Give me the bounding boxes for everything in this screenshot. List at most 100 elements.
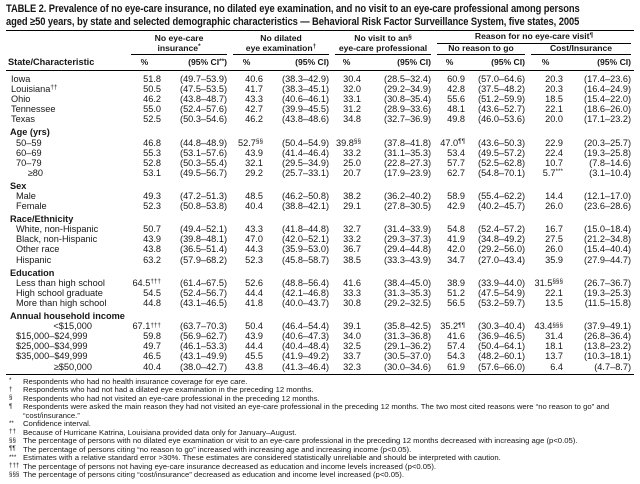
ci-cell: (50.3–55.4)	[180, 157, 228, 168]
ci-cell: (49.7–53.9)	[180, 73, 228, 84]
ci-cell: (38.0–42.7)	[162, 361, 231, 375]
ci-cell: (39.8–48.1)	[180, 234, 228, 245]
percent-cell: 49.3	[143, 191, 161, 201]
percent-cell: 59.8	[143, 331, 161, 342]
section-label: Annual household income	[10, 311, 125, 322]
column-header-ci: (95% CI)	[466, 55, 529, 71]
ci-cell: (10.3–18.1)	[584, 351, 632, 362]
footnote-symbol: †††	[9, 462, 20, 470]
ci-cell: (38.3–45.1)	[282, 84, 330, 95]
section-label: Age (yrs)	[10, 127, 50, 138]
ci-cell: (27.0–43.4)	[478, 254, 526, 265]
ci-cell: (54.8–70.1)	[478, 167, 526, 178]
ci-cell: (29.2–56.0)	[478, 244, 526, 255]
footnote-symbol: *	[9, 377, 12, 385]
percent-cell: 33.1	[343, 94, 362, 105]
ci-cell: (31.1–35.3)	[384, 147, 432, 158]
footnote-symbol: §	[9, 394, 13, 402]
footnotes: * Respondents who had no health insurance…	[6, 377, 636, 480]
percent-cell: 50.7	[143, 224, 161, 235]
percent-cell: 13.7	[545, 351, 564, 362]
ci-cell: (15.0–18.4)	[584, 224, 632, 235]
percent-cell: 46.2	[245, 114, 264, 125]
table-row: Female 52.3 (50.8–53.8) 40.4 (38.8–42.1) 29.1…	[6, 201, 634, 211]
percent-cell: 31.5§§§	[534, 277, 564, 288]
percent-cell: 20.7	[343, 167, 362, 178]
percent-cell: 32.5	[343, 341, 362, 352]
percent-cell: 38.2	[343, 191, 362, 201]
ci-cell: (49.5–57.2)	[478, 147, 526, 158]
group-label: No dilated	[260, 33, 302, 44]
ci-cell: (35.9–53.0)	[282, 244, 330, 255]
table-row: 60–69 55.3 (53.1–57.6) 43.9 (41.4–46.4) 33.2 (…	[6, 148, 634, 158]
table-row: White, non-Hispanic 50.7 (49.4–52.1) 43.3 (4…	[6, 224, 634, 234]
ci-cell: (15.4–40.4)	[584, 244, 632, 255]
column-header-ci: (95% CI**)	[162, 55, 231, 71]
table-row: Other race 43.8 (36.5–51.4) 44.3 (35.9–53.0)…	[6, 244, 634, 254]
table-row: ≥80 53.1 (49.5–56.7) 29.2 (25.7–33.1) 20.7 (17…	[6, 168, 634, 178]
percent-cell: 34.7	[447, 254, 466, 265]
percent-cell: 32.0	[343, 84, 362, 95]
ci-cell: (39.9–45.5)	[282, 104, 330, 115]
percent-cell: 25.0	[343, 157, 362, 168]
ci-cell: (30.8–35.4)	[384, 94, 432, 105]
ci-cell: (12.1–17.0)	[584, 191, 632, 201]
percent-cell: 22.4	[545, 147, 564, 158]
row-label: <$15,000	[6, 321, 128, 331]
table-row: 50–59 46.8 (44.8–48.9) 52.7§§ (50.4–54.9) 39.…	[6, 138, 634, 148]
ci-cell: (29.3–37.3)	[384, 234, 432, 245]
ci-cell: (25.7–33.1)	[282, 167, 330, 178]
ci-cell: (57.0–64.6)	[478, 73, 526, 84]
ci-cell: (38.4–45.0)	[384, 277, 432, 288]
percent-cell: 29.2	[245, 167, 264, 178]
row-label: 60–69	[16, 147, 42, 158]
percent-cell: 34.8	[343, 114, 362, 125]
column-group-cost-insurance: Cost/Insurance	[528, 42, 634, 56]
row-label: ≥$50,000	[6, 361, 128, 375]
ci-cell: (43.1–49.9)	[180, 351, 228, 362]
ci-cell: (27.8–30.5)	[384, 201, 432, 212]
percent-cell: 44.3	[245, 244, 264, 255]
table-row: <$15,000 67.1††† (63.7–70.3) 50.4 (46.4–54.4…	[6, 321, 634, 331]
ci-cell: (7.8–14.6)	[589, 157, 632, 168]
subgroup-label: Cost/Insurance	[549, 42, 613, 53]
percent-cell: 43.3	[245, 94, 264, 105]
percent-cell: 52.5	[143, 114, 161, 125]
ci-cell: (37.9–49.1)	[584, 321, 632, 332]
footnote-text: Confidence interval.	[23, 419, 91, 429]
footnote: ¶¶ The percentage of persons citing “no r…	[6, 445, 636, 455]
ci-cell: (53.2–59.7)	[478, 297, 526, 308]
footnote: * Respondents who had no health insurance…	[6, 377, 636, 387]
percent-cell: 29.1	[343, 201, 362, 212]
ci-cell: (18.6–26.0)	[584, 104, 632, 115]
group-label: Reason for no eye-care visit¶	[474, 31, 594, 42]
footnote-text: The percentage of persons with no dilate…	[23, 436, 578, 446]
ci-cell: (63.7–70.3)	[180, 321, 228, 332]
percent-cell: 35.2¶¶	[440, 321, 466, 332]
percent-cell: 22.9	[545, 137, 564, 148]
ci-cell: (35.8–42.5)	[384, 321, 432, 332]
ci-cell: (27.9–44.7)	[584, 254, 632, 265]
percent-cell: 30.8	[343, 297, 362, 308]
prevalence-table: State/Characteristic No eye-care insuranc…	[6, 31, 635, 375]
ci-cell: (21.2–34.8)	[584, 234, 632, 245]
group-label: insurance*	[157, 42, 201, 53]
ci-cell: (38.8–42.1)	[282, 201, 330, 212]
column-header-percent: %	[528, 55, 565, 71]
footnote-symbol: **	[9, 419, 14, 427]
ci-cell: (36.5–51.4)	[180, 244, 228, 255]
ci-cell: (33.3–43.9)	[384, 254, 432, 265]
column-header-percent: %	[434, 55, 467, 71]
footnote-symbol: †	[9, 385, 13, 393]
table-row: 70–79 52.8 (50.3–55.4) 32.1 (29.5–34.9) 25.0 (…	[6, 158, 634, 168]
percent-cell: 39.1	[343, 321, 362, 332]
percent-cell: 39.8§§	[336, 137, 362, 148]
header-subgroup-row: No reason to go Cost/Insurance	[6, 42, 634, 56]
percent-cell: 67.1†††	[132, 321, 161, 332]
ci-cell: (50.8–53.8)	[180, 201, 228, 212]
footnote: ** Confidence interval.	[6, 420, 636, 429]
ci-cell: (32.7–36.9)	[384, 114, 432, 125]
footnote-text: Respondents who had not visited an eye-c…	[23, 393, 320, 403]
ci-cell: (11.5–15.8)	[584, 297, 632, 308]
percent-cell: 55.0	[143, 104, 161, 115]
